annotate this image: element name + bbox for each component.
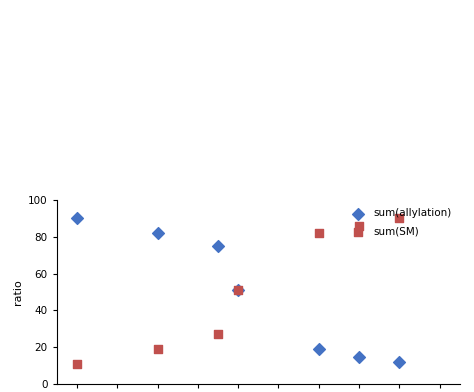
Y-axis label: ratio: ratio (13, 279, 23, 305)
sum(SM) (315, 230, 322, 236)
sum(allylation) (235, 287, 242, 293)
sum(allylation) (214, 243, 222, 249)
sum(SM) (154, 346, 162, 352)
sum(SM) (396, 215, 403, 221)
sum(allylation) (396, 359, 403, 365)
sum(SM) (73, 361, 81, 367)
Legend: sum(allylation), sum(SM): sum(allylation), sum(SM) (344, 205, 455, 240)
sum(allylation) (73, 215, 81, 221)
sum(allylation) (355, 354, 363, 360)
sum(allylation) (315, 346, 322, 352)
sum(SM) (355, 223, 363, 229)
sum(allylation) (154, 230, 162, 236)
sum(SM) (214, 331, 222, 338)
sum(SM) (235, 287, 242, 293)
